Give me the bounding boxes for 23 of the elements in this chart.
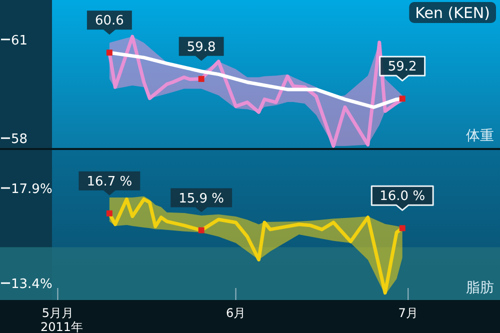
y-axis-title: 体重 — [466, 128, 494, 144]
chart-title: Ken (KEN) — [415, 4, 490, 22]
annotation: 59.2 — [388, 60, 417, 75]
callout: 15.9 % — [170, 188, 232, 234]
annotation: 59.8 — [186, 40, 216, 55]
annotation: 15.9 % — [178, 191, 224, 206]
y-axis-title: 脂肪 — [466, 280, 494, 296]
callout: 16.0 % — [370, 185, 434, 232]
callout: 60.6 — [86, 10, 132, 56]
x-tick-label: 7月 — [398, 306, 418, 320]
y-tick-label: 58 — [11, 132, 28, 148]
x-axis-title: 2011年 — [40, 320, 84, 333]
x-tick-label: 5月月 — [42, 306, 74, 320]
annotation: 60.6 — [94, 14, 124, 29]
callout: 59.8 — [178, 36, 224, 82]
y-tick-label: 13.4% — [11, 277, 52, 292]
y-tick-label: 61 — [11, 33, 28, 48]
y-tick-label: 17.9% — [11, 182, 52, 198]
callout: 59.2 — [379, 56, 426, 102]
callout: 16.7 % — [78, 171, 140, 216]
annotation: 16.0 % — [380, 189, 426, 204]
x-tick-label: 6月 — [226, 306, 246, 320]
annotation: 16.7 % — [86, 174, 132, 190]
